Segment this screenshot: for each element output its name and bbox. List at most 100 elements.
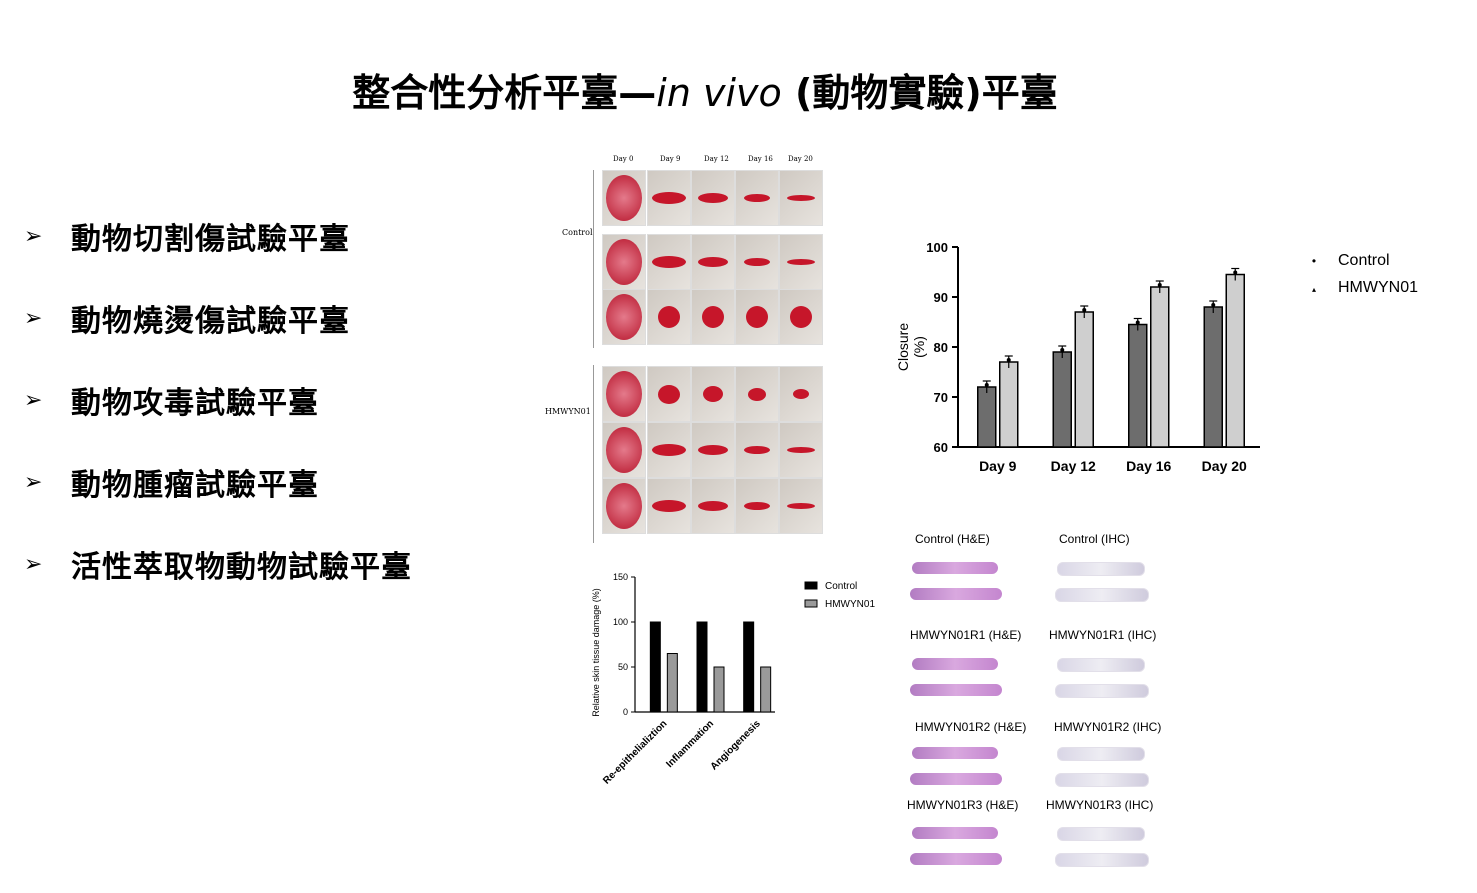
ihc-stain-slice [1057, 827, 1145, 841]
wound-mark [744, 258, 770, 266]
wound-photo [779, 422, 823, 478]
wound-photo [691, 170, 735, 226]
wound-mark [793, 389, 809, 399]
legend-label: HMWYN01 [1338, 279, 1418, 296]
wound-mark [744, 446, 770, 454]
day-label: Day 20 [788, 155, 813, 163]
wound-mark [748, 387, 766, 401]
he-stain-slice [910, 588, 1002, 600]
bar-hmwyn01 [666, 653, 678, 713]
bullet-label: 動物切割傷試驗平臺 [71, 222, 350, 257]
wound-mark [658, 384, 680, 404]
bullet-item: ➢ 動物攻毒試驗平臺 [24, 359, 412, 441]
bar-control [649, 621, 661, 713]
wound-photo [691, 289, 735, 345]
wound-photo [691, 478, 735, 534]
wound-photo [779, 366, 823, 422]
y-axis-label-line: Closure [895, 323, 911, 371]
y-tick-label: 150 [613, 572, 628, 582]
wound-photo [691, 234, 735, 290]
bullet-label: 活性萃取物動物試驗平臺 [71, 550, 412, 585]
wound-mark [787, 503, 815, 509]
group-bracket [593, 365, 598, 543]
bar-hmwyn01 [1150, 286, 1170, 448]
legend-label: Control [1338, 252, 1390, 269]
y-tick-label: 100 [613, 617, 628, 627]
y-axis-label-line: (%) [911, 336, 927, 358]
wound-mark [606, 294, 642, 340]
ihc-stain-slice [1055, 588, 1149, 602]
bullet-item: ➢ 動物燒燙傷試驗平臺 [24, 277, 412, 359]
wound-mark [652, 500, 686, 512]
y-tick-label: 50 [618, 662, 628, 672]
title-paren: (動物實驗)平臺 [781, 71, 1058, 115]
histology-label: HMWYN01R3 (H&E) [907, 798, 1019, 812]
wound-mark [606, 483, 642, 529]
bar-hmwyn01 [999, 361, 1019, 448]
legend-marker: • [1312, 254, 1316, 268]
histology-label: HMWYN01R1 (H&E) [910, 628, 1022, 642]
wound-mark [744, 502, 770, 510]
wound-photo [735, 478, 779, 534]
bar-hmwyn01 [713, 666, 725, 713]
damage-bar-chart: 0 50 100 150 Relative skin tissue damage (%)… [591, 572, 875, 787]
wound-photo [735, 422, 779, 478]
wound-mark [787, 259, 815, 265]
wound-photo [691, 422, 735, 478]
wound-mark [698, 445, 728, 455]
y-axis-label: Relative skin tissue damage (%) [591, 588, 601, 717]
he-stain-slice [912, 562, 998, 574]
arrow-bullet-icon: ➢ [24, 551, 43, 577]
wound-photo [647, 289, 691, 345]
bullet-item: ➢ 動物切割傷試驗平臺 [24, 195, 412, 277]
legend-label: Control [825, 581, 857, 592]
data-point [984, 383, 989, 387]
x-tick-label: Re-epithelializtion [601, 718, 669, 786]
group-label-hmwyn01: HMWYN01 [545, 407, 591, 416]
wound-mark [698, 501, 728, 511]
wound-photo [602, 422, 646, 478]
ihc-stain-slice [1057, 747, 1145, 761]
wound-photo [602, 234, 646, 290]
wound-photo [647, 366, 691, 422]
ihc-stain-slice [1057, 562, 1145, 576]
bullet-label: 動物腫瘤試驗平臺 [71, 468, 319, 503]
wound-mark [652, 444, 686, 456]
histology-label: HMWYN01R2 (H&E) [915, 720, 1027, 734]
y-tick-label: 0 [623, 707, 628, 717]
bar-control [1203, 306, 1223, 448]
y-axis-label: Closure(%) [895, 323, 927, 371]
legend-swatch [804, 581, 818, 590]
bullet-label: 動物燒燙傷試驗平臺 [71, 304, 350, 339]
wound-photo [735, 234, 779, 290]
data-point [1211, 303, 1216, 307]
wound-mark [787, 447, 815, 453]
bar-control [696, 621, 708, 713]
wound-mark [790, 306, 812, 328]
wound-mark [744, 194, 770, 202]
he-stain-slice [912, 747, 998, 759]
arrow-bullet-icon: ➢ [24, 223, 43, 249]
legend-marker: ▴ [1312, 285, 1316, 294]
bar-hmwyn01 [1225, 273, 1245, 448]
day-label: Day 12 [704, 155, 729, 163]
arrow-bullet-icon: ➢ [24, 305, 43, 331]
he-stain-slice [910, 773, 1002, 785]
wound-mark [606, 239, 642, 285]
wound-photo [647, 422, 691, 478]
arrow-bullet-icon: ➢ [24, 387, 43, 413]
wound-photo [735, 289, 779, 345]
histology-label: Control (IHC) [1059, 532, 1130, 546]
bar-hmwyn01 [1074, 311, 1094, 448]
bullet-list: ➢ 動物切割傷試驗平臺 ➢ 動物燒燙傷試驗平臺 ➢ 動物攻毒試驗平臺 ➢ 動物腫瘤試驗平… [24, 195, 412, 605]
he-stain-slice [912, 658, 998, 670]
data-point [1157, 283, 1162, 287]
y-tick-label: 100 [926, 240, 948, 255]
y-tick-label: 70 [934, 390, 948, 405]
wound-photo [602, 478, 646, 534]
slide-title: 整合性分析平臺—in vivo (動物實驗)平臺 [0, 62, 1410, 117]
wound-photo [779, 170, 823, 226]
x-tick-label: Angiogenesis [709, 718, 763, 772]
group-bracket [593, 170, 598, 348]
ihc-stain-slice [1055, 853, 1149, 867]
